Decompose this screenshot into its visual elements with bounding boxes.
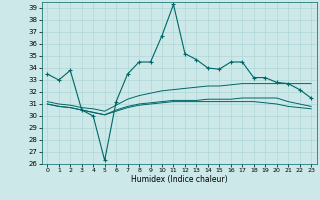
X-axis label: Humidex (Indice chaleur): Humidex (Indice chaleur) bbox=[131, 175, 228, 184]
